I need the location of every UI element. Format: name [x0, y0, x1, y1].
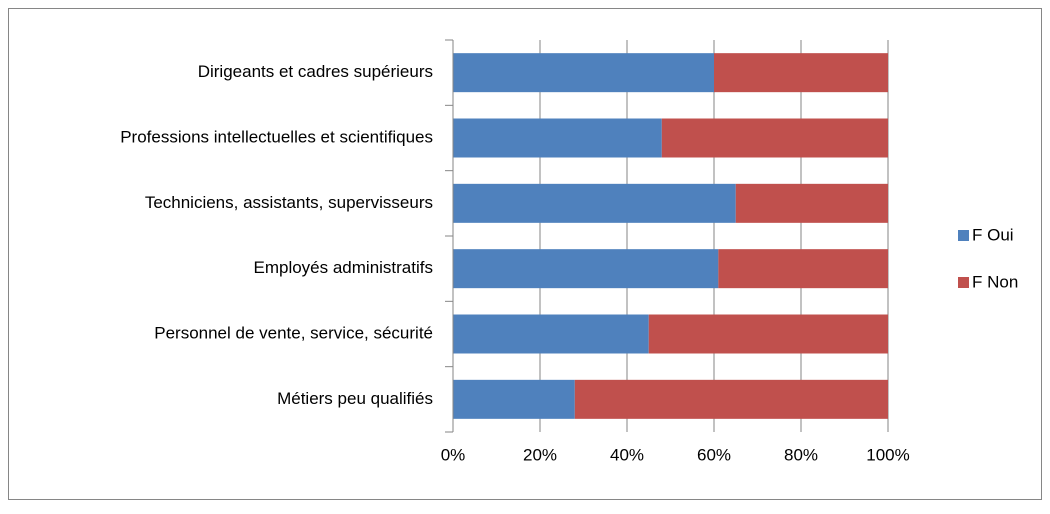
x-tick-label: 100% [866, 445, 909, 464]
bar-segment [453, 183, 736, 223]
bar-segment [735, 183, 888, 223]
bar-segment [453, 53, 714, 93]
bar-segment [661, 118, 888, 158]
legend-label: F Non [972, 272, 1018, 291]
bar-segment [718, 249, 888, 289]
x-tick-label: 40% [610, 445, 644, 464]
x-tick-label: 0% [441, 445, 466, 464]
bar-segment [453, 249, 719, 289]
y-tick-label: Professions intellectuelles et scientifi… [120, 127, 433, 146]
legend-swatch [958, 230, 969, 241]
y-tick-label: Métiers peu qualifiés [277, 389, 433, 408]
x-tick-label: 80% [784, 445, 818, 464]
legend-label: F Oui [972, 225, 1014, 244]
bar-segment [714, 53, 888, 93]
bar-segment [453, 379, 575, 419]
y-tick-label: Techniciens, assistants, supervisseurs [145, 193, 433, 212]
bar-segment [574, 379, 888, 419]
bars [453, 53, 888, 419]
axes: 0% 20% 40% 60% 80% 100% Dirigeants et cadres s… [120, 39, 1018, 464]
bar-segment [648, 314, 888, 354]
x-tick-label: 20% [523, 445, 557, 464]
x-tick-label: 60% [697, 445, 731, 464]
y-tick-label: Employés administratifs [253, 258, 433, 277]
legend-swatch [958, 277, 969, 288]
bar-segment [453, 118, 662, 158]
bar-segment [453, 314, 649, 354]
y-tick-label: Personnel de vente, service, sécurité [154, 323, 433, 342]
y-tick-label: Dirigeants et cadres supérieurs [198, 62, 433, 81]
